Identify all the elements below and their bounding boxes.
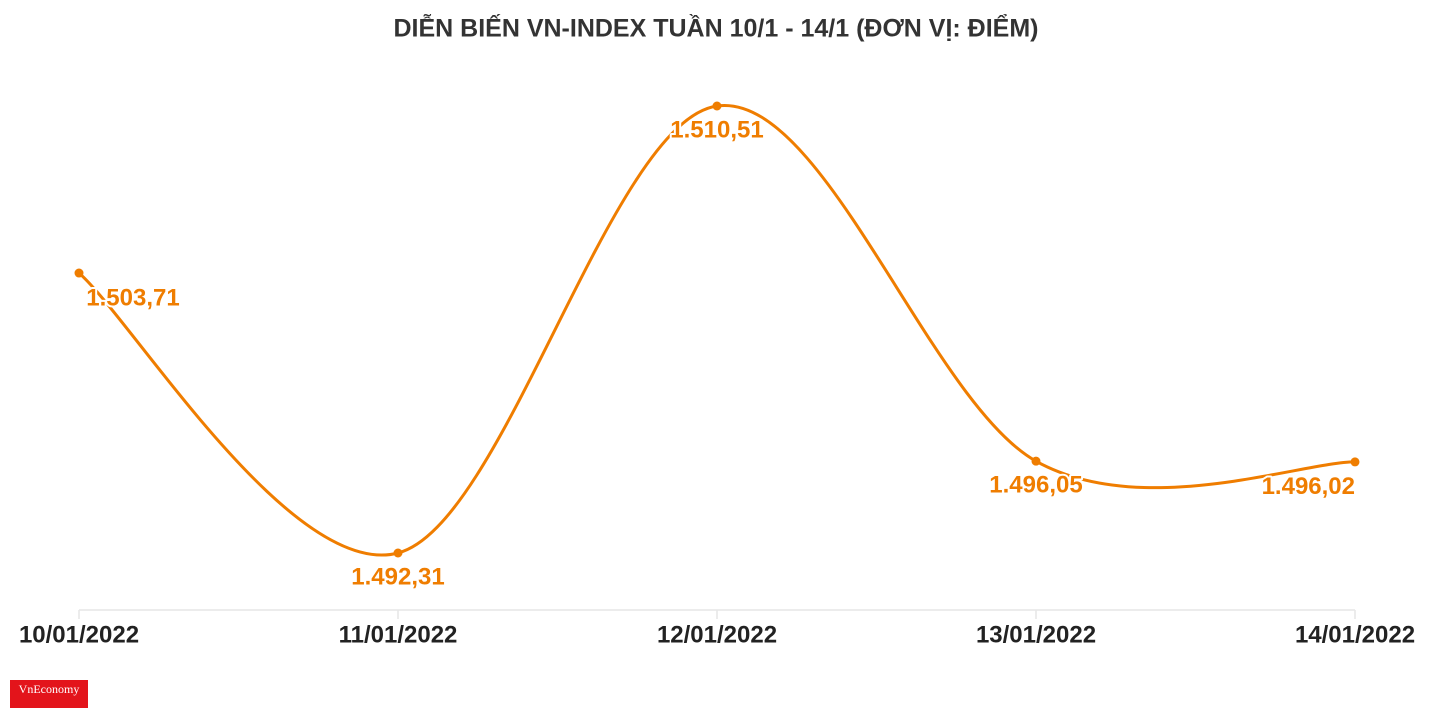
logo: VnEconomy <box>19 682 80 696</box>
point <box>393 548 403 558</box>
x-tick-label: 11/01/2022 <box>339 621 458 648</box>
line <box>78 104 1356 557</box>
x-tick-label: 10/01/2022 <box>19 621 139 648</box>
x-tick-label: 12/01/2022 <box>657 621 777 648</box>
chart-title: DIỄN BIẾN VN-INDEX TUẦN 10/1 - 14/1 (ĐƠN… <box>393 13 1038 43</box>
x-tick-label: 13/01/2022 <box>976 621 1096 648</box>
logo-box <box>10 680 88 708</box>
value-label: 1.503,71 <box>86 284 179 311</box>
x-tick-label: 14/01/2022 <box>1295 621 1415 648</box>
point <box>1031 456 1041 466</box>
value-label: 1.496,02 <box>1262 473 1355 500</box>
point <box>1350 457 1360 467</box>
value-label: 1.492,31 <box>351 563 444 590</box>
value-label: 1.510,51 <box>670 116 763 143</box>
value-label: 1.496,05 <box>989 471 1082 498</box>
point <box>712 101 722 111</box>
point <box>74 268 84 278</box>
